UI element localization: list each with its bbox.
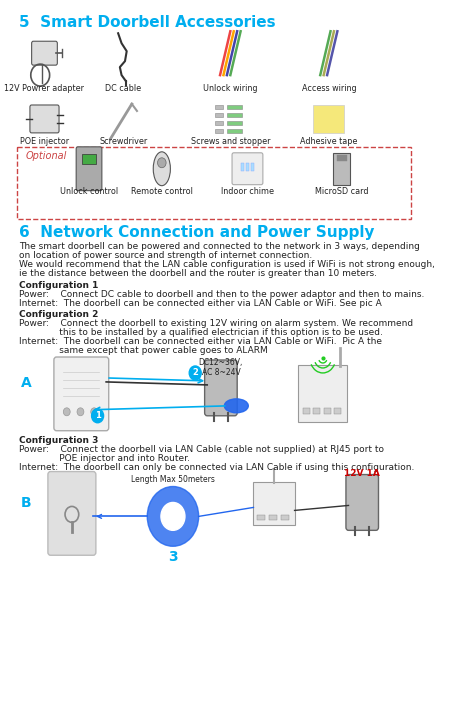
Text: Internet:  The doorbell can only be connected via LAN Cable if using this config: Internet: The doorbell can only be conne… [19, 463, 414, 472]
Circle shape [157, 158, 166, 168]
Text: 5  Smart Doorbell Accessories: 5 Smart Doorbell Accessories [19, 15, 275, 30]
FancyBboxPatch shape [30, 105, 59, 133]
Text: Power:    Connect the doorbell via LAN Cable (cable not supplied) at RJ45 port t: Power: Connect the doorbell via LAN Cabl… [19, 445, 384, 454]
Circle shape [147, 487, 199, 546]
Text: Length Max 50meters: Length Max 50meters [131, 474, 215, 484]
FancyBboxPatch shape [205, 360, 237, 415]
Text: Internet:  The doorbell can be connected either via LAN Cable or WiFi.  Pic A th: Internet: The doorbell can be connected … [19, 337, 382, 346]
Text: Remote control: Remote control [131, 186, 193, 196]
Text: We would recommend that the LAN cable configuration is used if WiFi is not stron: We would recommend that the LAN cable co… [19, 261, 435, 269]
Text: Screws and stopper: Screws and stopper [191, 137, 270, 146]
Circle shape [77, 408, 84, 415]
Circle shape [91, 408, 98, 415]
Bar [227, 113, 242, 117]
Bar [227, 105, 242, 109]
Text: B: B [20, 497, 31, 510]
Text: DC cable: DC cable [105, 84, 141, 93]
Ellipse shape [153, 152, 170, 186]
FancyBboxPatch shape [346, 474, 379, 531]
Text: 6  Network Connection and Power Supply: 6 Network Connection and Power Supply [19, 225, 374, 240]
Text: 12V 1A: 12V 1A [344, 469, 380, 477]
Circle shape [91, 409, 104, 423]
Bar [257, 516, 265, 521]
Text: Power:    Connect the doorbell to existing 12V wiring on alarm system. We recomm: Power: Connect the doorbell to existing … [19, 319, 413, 328]
Text: 3: 3 [168, 550, 178, 564]
FancyBboxPatch shape [32, 41, 57, 65]
Circle shape [161, 503, 185, 531]
Bar [17, 147, 411, 219]
Bar [251, 163, 255, 171]
Bar [215, 113, 223, 117]
FancyBboxPatch shape [76, 147, 102, 191]
Bar [215, 121, 223, 125]
Bar [303, 408, 310, 414]
Text: on location of power source and strength of internet connection.: on location of power source and strength… [19, 251, 312, 261]
Text: Adhesive tape: Adhesive tape [300, 137, 357, 146]
Bar [82, 154, 96, 163]
Text: MicroSD card: MicroSD card [315, 186, 368, 196]
Text: 2: 2 [192, 369, 198, 377]
Text: Indoor chime: Indoor chime [221, 186, 274, 196]
Text: POE injector: POE injector [20, 137, 69, 146]
Text: Configuration 2: Configuration 2 [19, 310, 98, 319]
Text: Configuration 1: Configuration 1 [19, 282, 98, 290]
Text: DC12~36V,
AC 8~24V: DC12~36V, AC 8~24V [199, 358, 243, 377]
Text: Unlock control: Unlock control [60, 186, 118, 196]
Text: Internet:  The doorbell can be connected either via LAN Cable or WiFi. See pic A: Internet: The doorbell can be connected … [19, 300, 382, 308]
Bar [246, 163, 249, 171]
Bar [215, 129, 223, 133]
Text: ie the distance between the doorbell and the router is greater than 10 meters.: ie the distance between the doorbell and… [19, 269, 377, 279]
FancyBboxPatch shape [333, 153, 350, 184]
Circle shape [189, 366, 201, 380]
Bar [313, 105, 344, 133]
FancyBboxPatch shape [253, 482, 295, 526]
Bar [281, 516, 290, 521]
Text: A: A [20, 376, 31, 390]
FancyBboxPatch shape [48, 472, 96, 555]
Bar [215, 105, 223, 109]
Text: Screwdriver: Screwdriver [99, 137, 147, 146]
FancyBboxPatch shape [232, 153, 263, 184]
Text: Optional: Optional [26, 150, 67, 161]
Text: Access wiring: Access wiring [301, 84, 356, 93]
Text: this to be installed by a qualified electrician if this option is to be used.: this to be installed by a qualified elec… [19, 328, 383, 337]
FancyBboxPatch shape [298, 365, 347, 422]
Ellipse shape [224, 399, 248, 413]
Circle shape [64, 408, 70, 415]
Text: The smart doorbell can be powered and connected to the network in 3 ways, depend: The smart doorbell can be powered and co… [19, 243, 419, 251]
Bar [227, 129, 242, 133]
FancyBboxPatch shape [54, 357, 109, 431]
Text: POE injector and into Router.: POE injector and into Router. [19, 454, 190, 463]
Text: Power:    Connect DC cable to doorbell and then to the power adaptor and then to: Power: Connect DC cable to doorbell and … [19, 290, 424, 300]
Bar [269, 516, 277, 521]
Text: Unlock wiring: Unlock wiring [203, 84, 257, 93]
Bar [227, 121, 242, 125]
Text: same except that power cable goes to ALARM: same except that power cable goes to ALA… [19, 346, 267, 355]
Text: 1: 1 [95, 411, 100, 420]
Bar [337, 155, 347, 161]
Bar [334, 408, 341, 414]
Text: Configuration 3: Configuration 3 [19, 436, 98, 445]
Text: 12V Powrer adapter: 12V Powrer adapter [4, 84, 84, 93]
Bar [241, 163, 244, 171]
Bar [313, 408, 320, 414]
Bar [324, 408, 330, 414]
